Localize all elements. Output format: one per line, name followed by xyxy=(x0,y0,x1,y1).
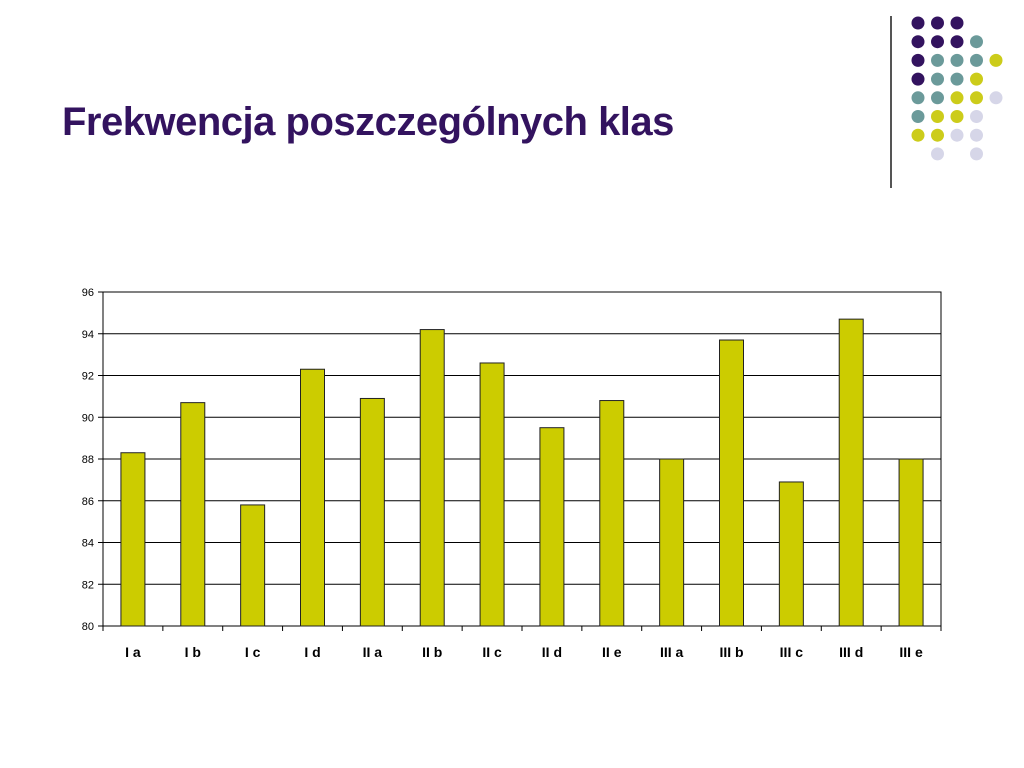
decorative-dot xyxy=(911,16,925,30)
bar xyxy=(120,452,146,627)
decorative-dot xyxy=(950,35,964,49)
bar xyxy=(479,362,505,627)
x-tick-label: I a xyxy=(125,644,141,660)
bar xyxy=(539,427,565,627)
y-tick-label: 82 xyxy=(82,579,94,591)
slide-title: Frekwencja poszczególnych klas xyxy=(62,100,674,144)
decorative-dot xyxy=(911,110,925,123)
x-axis: I a I b I c I d II a II b II c II d II e III a III… xyxy=(102,626,942,660)
bars xyxy=(120,318,924,627)
decorative-dot xyxy=(931,147,944,161)
y-axis: 80 82 84 86 88 90 92 94 96 xyxy=(82,287,103,633)
bar xyxy=(898,458,924,627)
x-tick-label: II e xyxy=(602,644,622,660)
decorative-dot xyxy=(970,128,983,142)
y-tick-label: 86 xyxy=(82,496,94,508)
x-tick-label: III c xyxy=(780,644,804,660)
decorative-dot xyxy=(931,91,944,105)
x-tick-label: II a xyxy=(363,644,383,660)
x-tick-label: I b xyxy=(185,644,201,660)
decorative-dot xyxy=(911,53,925,67)
decorative-dot xyxy=(970,35,983,49)
x-tick-label: III e xyxy=(899,644,923,660)
decorative-dot xyxy=(950,53,964,67)
bar xyxy=(599,400,625,627)
x-tick-label: III b xyxy=(719,644,743,660)
bar xyxy=(180,402,206,627)
decorative-dot xyxy=(911,72,925,86)
decorative-dot xyxy=(950,72,964,86)
decorative-dot xyxy=(950,91,964,105)
decorative-dot-grid xyxy=(911,16,1003,161)
bar xyxy=(419,329,445,627)
decorative-dot xyxy=(989,91,1003,105)
bar xyxy=(719,339,744,627)
bar xyxy=(838,318,864,627)
decorative-dot xyxy=(931,72,944,86)
decorative-dot xyxy=(970,110,983,123)
x-tick-label: I c xyxy=(245,644,261,660)
y-tick-label: 92 xyxy=(82,371,94,383)
decorative-dot xyxy=(970,91,983,105)
x-tick-label: I d xyxy=(304,644,320,660)
decorative-dot xyxy=(970,53,983,67)
decorative-dot xyxy=(911,128,925,142)
y-tick-label: 94 xyxy=(82,329,94,341)
decorative-dot xyxy=(931,16,944,30)
bar xyxy=(240,504,266,627)
decorative-dot xyxy=(911,91,925,105)
y-tick-label: 96 xyxy=(82,287,94,299)
decorative-dot xyxy=(950,16,964,30)
bar xyxy=(300,368,325,627)
decorative-dot xyxy=(950,128,964,142)
decorative-dot xyxy=(950,110,964,123)
divider-line xyxy=(890,16,892,188)
x-tick-label: III d xyxy=(839,644,863,660)
y-tick-label: 80 xyxy=(82,621,94,633)
bar xyxy=(659,458,685,627)
decorative-dot xyxy=(970,147,983,161)
x-tick-label: II c xyxy=(482,644,502,660)
decorative-dot xyxy=(931,53,944,67)
decorative-dot xyxy=(970,72,983,86)
x-tick-label: III a xyxy=(660,644,684,660)
decorative-dot xyxy=(989,53,1003,67)
decorative-dot xyxy=(931,128,944,142)
x-tick-label: II b xyxy=(422,644,442,660)
decorative-dot xyxy=(931,110,944,123)
x-tick-label: II d xyxy=(542,644,562,660)
bar xyxy=(778,481,804,627)
y-tick-label: 90 xyxy=(82,412,94,424)
y-tick-label: 88 xyxy=(82,454,94,466)
y-tick-label: 84 xyxy=(82,538,94,550)
decorative-dot xyxy=(931,35,944,49)
decorative-dot xyxy=(911,35,925,49)
bar xyxy=(359,397,385,627)
